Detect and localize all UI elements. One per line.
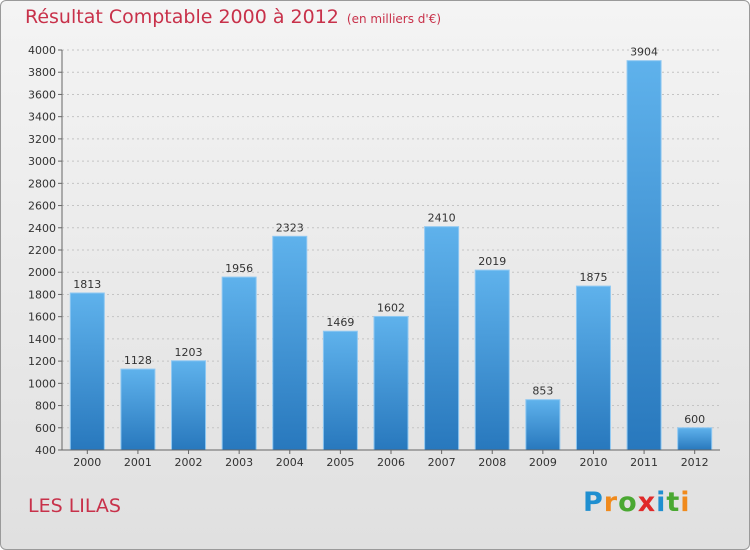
y-tick-label: 1200 [28, 355, 56, 368]
x-tick-label: 2009 [529, 456, 557, 469]
x-tick-label: 2002 [175, 456, 203, 469]
x-tick-label: 2006 [377, 456, 405, 469]
logo-letter: r [603, 487, 619, 518]
data-label: 2019 [478, 255, 506, 268]
bar [69, 292, 105, 451]
chart-title-block: Résultat Comptable 2000 à 2012 (en millie… [25, 6, 441, 28]
y-tick-label: 2400 [28, 222, 56, 235]
x-tick-label: 2008 [478, 456, 506, 469]
data-label: 853 [532, 385, 553, 398]
x-axis: 2000 2001 2002 2003 2004 2005 2006 2007 2008 2009… [62, 449, 720, 469]
logo-letter: o [618, 487, 638, 518]
chart-title: Résultat Comptable 2000 à 2012 [25, 6, 339, 28]
y-tick-label: 3400 [28, 111, 56, 124]
bar [525, 399, 561, 451]
y-tick-label: 3800 [28, 66, 56, 79]
x-tick-label: 2011 [630, 456, 658, 469]
y-tick-label: 1800 [28, 288, 56, 301]
data-label: 1602 [377, 301, 405, 314]
bar [677, 427, 713, 451]
y-tick-label: 400 [35, 444, 56, 457]
y-tick-label: 2000 [28, 266, 56, 279]
bar [221, 276, 257, 451]
bar [575, 285, 611, 451]
x-tick-label: 2003 [225, 456, 253, 469]
x-tick-label: 2012 [681, 456, 709, 469]
bar [424, 226, 460, 451]
bar [626, 60, 662, 451]
data-label: 1875 [579, 271, 607, 284]
data-label: 1956 [225, 262, 253, 275]
y-axis: 400 600 800 1000 1200 1400 1600 1800 2000 2200 240… [28, 44, 63, 457]
bar [120, 368, 156, 451]
x-tick-label: 2004 [276, 456, 304, 469]
bar [272, 235, 308, 451]
logo-letter: i [656, 487, 667, 518]
logo-letter: i [680, 487, 691, 518]
logo-letter: t [666, 487, 681, 518]
data-label: 2410 [428, 212, 456, 225]
y-tick-label: 600 [35, 422, 56, 435]
data-labels: 1813 1128 1203 1956 2323 1469 1602 2410 2019 853 1… [73, 46, 705, 426]
data-label: 2323 [276, 221, 304, 234]
bar [373, 315, 409, 451]
data-label: 1469 [326, 316, 354, 329]
data-label: 1813 [73, 278, 101, 291]
y-tick-label: 4000 [28, 44, 56, 57]
data-label: 1203 [175, 346, 203, 359]
y-tick-label: 1600 [28, 311, 56, 324]
data-label: 600 [684, 413, 705, 426]
data-label: 1128 [124, 354, 152, 367]
y-tick-label: 2600 [28, 200, 56, 213]
x-tick-label: 2001 [124, 456, 152, 469]
proxiti-logo: Proxiti [583, 487, 691, 518]
bar [474, 269, 510, 451]
y-tick-label: 2800 [28, 177, 56, 190]
y-tick-label: 800 [35, 400, 56, 413]
y-tick-label: 3000 [28, 155, 56, 168]
commune-name: LES LILAS [28, 495, 121, 517]
bars [69, 60, 713, 451]
y-tick-label: 1000 [28, 377, 56, 390]
chart-subtitle: (en milliers d'€) [346, 12, 442, 26]
logo-letter: P [583, 487, 604, 518]
y-tick-label: 3600 [28, 88, 56, 101]
y-tick-label: 3200 [28, 133, 56, 146]
data-label: 3904 [630, 46, 658, 59]
y-tick-label: 1400 [28, 333, 56, 346]
logo-letter: x [637, 487, 657, 518]
x-tick-label: 2007 [428, 456, 456, 469]
bar [322, 330, 358, 451]
x-tick-label: 2010 [579, 456, 607, 469]
x-tick-label: 2000 [73, 456, 101, 469]
x-tick-label: 2005 [326, 456, 354, 469]
bar [171, 360, 207, 451]
y-tick-label: 2200 [28, 244, 56, 257]
